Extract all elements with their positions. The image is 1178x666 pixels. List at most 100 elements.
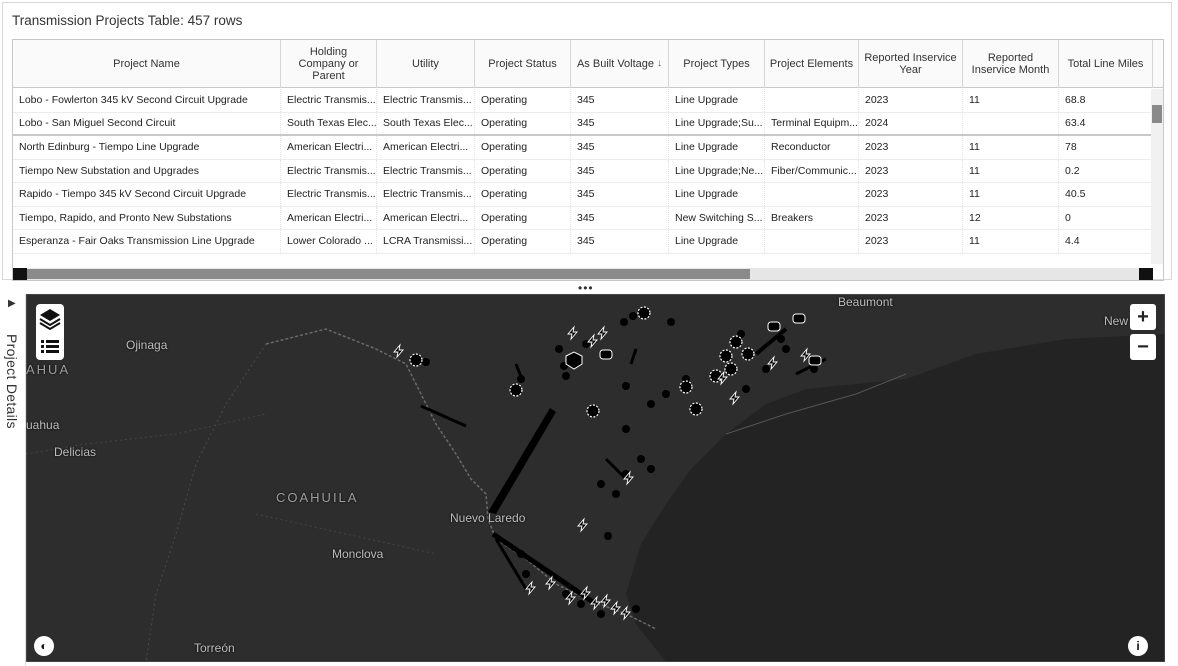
cell-project-types[interactable]: Line Upgrade <box>669 230 765 253</box>
cell-inservice-year[interactable]: 2023 <box>859 136 963 159</box>
col-project-elements[interactable]: Project Elements <box>765 40 859 88</box>
cell-utility[interactable]: Electric Transmis... <box>377 183 475 206</box>
col-total-line-miles[interactable]: Total Line Miles <box>1059 40 1153 88</box>
cell-as-built-voltage[interactable]: 345 <box>571 159 669 182</box>
cell-project-elements[interactable]: Fiber/Communic... <box>765 159 859 182</box>
project-details-label[interactable]: Project Details <box>4 334 20 429</box>
cell-holding-company[interactable]: South Texas Elec... <box>281 112 377 134</box>
cell-project-types[interactable]: New Switching S... <box>669 206 765 229</box>
cell-project-types[interactable]: Line Upgrade <box>669 183 765 206</box>
cell-project-name[interactable]: Tiempo New Substation and Upgrades <box>13 159 281 182</box>
cell-project-status[interactable]: Operating <box>475 159 571 182</box>
cell-inservice-month[interactable]: 11 <box>963 183 1059 206</box>
col-project-types[interactable]: Project Types <box>669 40 765 88</box>
storage-markers[interactable] <box>599 313 822 366</box>
col-project-name[interactable]: Project Name <box>13 40 281 88</box>
expand-caret-icon[interactable]: ▶ <box>8 298 16 309</box>
zoom-out-button[interactable]: − <box>1130 334 1156 360</box>
cell-as-built-voltage[interactable]: 345 <box>571 136 669 159</box>
cell-utility[interactable]: Electric Transmis... <box>377 89 475 112</box>
transmission-line[interactable] <box>491 531 598 607</box>
transmission-line[interactable] <box>629 348 638 365</box>
zoom-in-button[interactable]: + <box>1130 304 1156 330</box>
cell-project-name[interactable]: Lobo - Fowlerton 345 kV Second Circuit U… <box>13 89 281 112</box>
cell-project-name[interactable]: Tiempo, Rapido, and Pronto New Substatio… <box>13 206 281 229</box>
cell-project-elements[interactable]: Terminal Equipm... <box>765 112 859 134</box>
cell-holding-company[interactable]: American Electri... <box>281 206 377 229</box>
cell-inservice-month[interactable]: 11 <box>963 159 1059 182</box>
cell-inservice-year[interactable]: 2023 <box>859 159 963 182</box>
cell-utility[interactable]: South Texas Elec... <box>377 112 475 134</box>
cell-holding-company[interactable]: Electric Transmis... <box>281 159 377 182</box>
transmission-line[interactable] <box>494 538 528 590</box>
panel-splitter[interactable]: ••• <box>578 281 594 295</box>
cell-total-line-miles[interactable]: 0.2 <box>1059 159 1153 182</box>
cell-project-elements[interactable] <box>765 183 859 206</box>
cell-inservice-month[interactable]: 11 <box>963 89 1059 112</box>
cell-holding-company[interactable]: Lower Colorado ... <box>281 230 377 253</box>
col-inservice-month[interactable]: Reported Inservice Month <box>963 40 1059 88</box>
cell-project-status[interactable]: Operating <box>475 136 571 159</box>
cell-total-line-miles[interactable]: 40.5 <box>1059 183 1153 206</box>
cell-project-types[interactable]: Line Upgrade;Ne... <box>669 159 765 182</box>
cell-project-status[interactable]: Operating <box>475 230 571 253</box>
cell-total-line-miles[interactable]: 68.8 <box>1059 89 1153 112</box>
vertical-scrollbar[interactable] <box>1151 89 1163 264</box>
cell-project-name[interactable]: North Edinburg - Tiempo Line Upgrade <box>13 136 281 159</box>
cell-holding-company[interactable]: Electric Transmis... <box>281 183 377 206</box>
mapbox-logo-icon[interactable]: ◐ <box>34 636 54 656</box>
col-utility[interactable]: Utility <box>377 40 475 88</box>
cell-as-built-voltage[interactable]: 345 <box>571 206 669 229</box>
cell-total-line-miles[interactable]: 0 <box>1059 206 1153 229</box>
hexagon-marker[interactable] <box>565 351 583 370</box>
table-row[interactable]: North Edinburg - Tiempo Line Upgrade Amer… <box>13 136 1153 160</box>
cell-utility[interactable]: American Electri... <box>377 206 475 229</box>
cell-utility[interactable]: American Electri... <box>377 136 475 159</box>
transmission-line[interactable] <box>754 327 788 356</box>
cell-project-types[interactable]: Line Upgrade;Su... <box>669 112 765 134</box>
cell-project-status[interactable]: Operating <box>475 183 571 206</box>
cell-total-line-miles[interactable]: 63.4 <box>1059 112 1153 134</box>
table-row[interactable]: Lobo - San Miguel Second Circuit South Te… <box>13 112 1153 136</box>
cell-inservice-month[interactable] <box>963 112 1059 134</box>
cell-inservice-month[interactable]: 11 <box>963 136 1059 159</box>
horizontal-scrollbar[interactable] <box>13 268 1153 280</box>
cell-total-line-miles[interactable]: 78 <box>1059 136 1153 159</box>
cell-inservice-month[interactable]: 11 <box>963 230 1059 253</box>
cell-inservice-year[interactable]: 2023 <box>859 230 963 253</box>
cell-project-types[interactable]: Line Upgrade <box>669 136 765 159</box>
table-row[interactable]: Esperanza - Fair Oaks Transmission Line … <box>13 230 1153 254</box>
legend-list-icon[interactable] <box>41 340 59 353</box>
cell-inservice-year[interactable]: 2024 <box>859 112 963 134</box>
cell-utility[interactable]: Electric Transmis... <box>377 159 475 182</box>
table-row[interactable]: Lobo - Fowlerton 345 kV Second Circuit U… <box>13 89 1153 113</box>
cell-inservice-year[interactable]: 2023 <box>859 89 963 112</box>
cell-project-name[interactable]: Lobo - San Miguel Second Circuit <box>13 112 281 134</box>
cell-project-status[interactable]: Operating <box>475 206 571 229</box>
cell-project-status[interactable]: Operating <box>475 112 571 134</box>
layers-icon[interactable] <box>39 309 61 331</box>
col-as-built-voltage[interactable]: As Built Voltage ↓ <box>571 40 669 88</box>
lightning-markers[interactable] <box>393 325 811 621</box>
cell-project-elements[interactable]: Reconductor <box>765 136 859 159</box>
cell-as-built-voltage[interactable]: 345 <box>571 230 669 253</box>
cell-project-elements[interactable] <box>765 230 859 253</box>
cell-utility[interactable]: LCRA Transmissi... <box>377 230 475 253</box>
vertical-scroll-thumb[interactable] <box>1152 105 1162 123</box>
col-inservice-year[interactable]: Reported Inservice Year <box>859 40 963 88</box>
col-holding-company[interactable]: Holding Company or Parent <box>281 40 377 88</box>
table-row[interactable]: Rapido - Tiempo 345 kV Second Circuit Up… <box>13 183 1153 207</box>
cell-as-built-voltage[interactable]: 345 <box>571 112 669 134</box>
cell-inservice-year[interactable]: 2023 <box>859 183 963 206</box>
transmission-line[interactable] <box>420 404 467 428</box>
table-row[interactable]: Tiempo, Rapido, and Pronto New Substatio… <box>13 206 1153 230</box>
horizontal-scroll-thumb[interactable] <box>27 269 750 279</box>
cell-project-status[interactable]: Operating <box>475 89 571 112</box>
cell-project-elements[interactable]: Breakers <box>765 206 859 229</box>
cell-inservice-year[interactable]: 2023 <box>859 206 963 229</box>
cell-inservice-month[interactable]: 12 <box>963 206 1059 229</box>
info-button[interactable]: i <box>1128 636 1148 656</box>
transmission-line[interactable] <box>488 408 556 514</box>
scroll-left-button[interactable] <box>13 268 27 280</box>
gear-markers[interactable] <box>409 306 755 418</box>
